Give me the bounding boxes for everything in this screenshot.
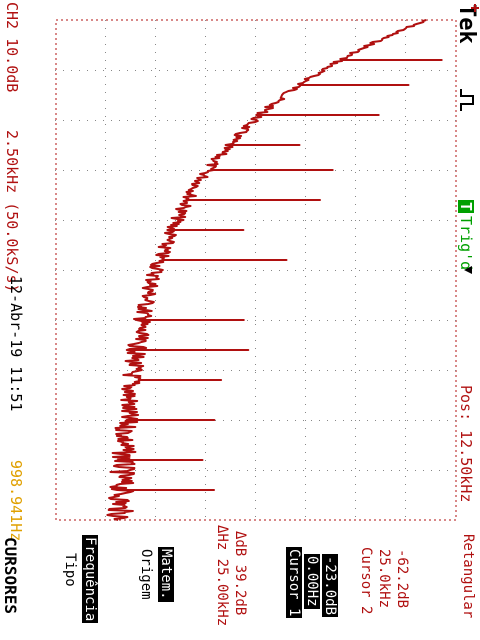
cursor1-button[interactable]: Cursor 1 — [286, 547, 302, 619]
cursor2-label[interactable]: Cursor 2 — [358, 547, 374, 615]
graticule-grid — [55, 19, 457, 521]
trigger-position-marker — [471, 4, 479, 12]
spectrum-trace — [106, 19, 443, 521]
date-time: 12-Abr-19 11:51 — [7, 276, 25, 412]
delta-hz: ΔHz 25.00kHz — [214, 525, 230, 627]
trigger-level-marker — [464, 266, 472, 274]
menu-title: CURSORES — [1, 537, 20, 615]
delta-db: ΔdB 39.2dB — [232, 531, 248, 616]
cursor1-frequency: 0.00Hz — [304, 554, 320, 609]
frequency-readout: 998.941Hz — [7, 460, 25, 542]
span-readout: 2.50kHz (50.0kS/s) — [3, 130, 21, 293]
origem-button[interactable]: Matem. — [158, 547, 174, 602]
cursor2-frequency: 25.0kHz — [376, 549, 392, 609]
channel-scale: CH2 10.0dB — [3, 2, 21, 93]
cursor2-level: -62.2dB — [394, 549, 410, 609]
origem-label: Origem — [138, 549, 154, 600]
tipo-button[interactable]: Frequência — [82, 535, 98, 624]
window-type: Retangular — [460, 534, 476, 619]
cursor1-level: -23.0dB — [322, 554, 338, 618]
tipo-label: Tipo — [62, 553, 78, 587]
trigger-mode-icon — [458, 88, 476, 112]
